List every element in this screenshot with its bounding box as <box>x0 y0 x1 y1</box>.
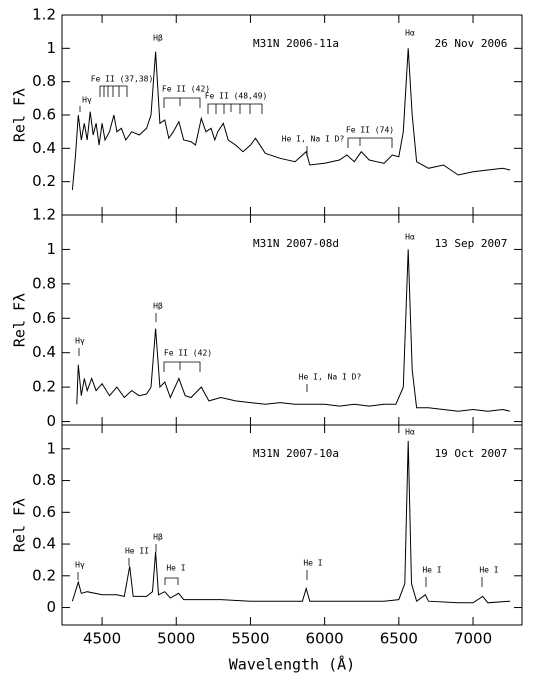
line-label: Fe II (37,38) <box>91 75 154 84</box>
line-label: He I <box>422 566 441 575</box>
y-tick-label: 1 <box>46 39 56 57</box>
y-axis-label: Rel Fλ <box>11 498 29 552</box>
y-tick-label: 0.4 <box>32 139 56 157</box>
y-tick-label: 1 <box>46 240 56 258</box>
line-marker <box>163 361 201 372</box>
line-label: Hγ <box>75 337 85 346</box>
line-label: He I, Na I D? <box>282 135 345 144</box>
y-tick-label: 1.2 <box>32 6 56 24</box>
x-tick-label: 5000 <box>157 630 195 648</box>
y-tick-label: 0.8 <box>32 72 56 90</box>
spectrum-line <box>76 249 511 412</box>
line-label: Hβ <box>153 533 163 542</box>
line-label: Fe II (42) <box>162 85 210 94</box>
y-tick-label: 0.8 <box>32 274 56 292</box>
line-label: He II <box>125 547 149 556</box>
y-tick-label: 0.6 <box>32 503 56 521</box>
line-label: Fe II (42) <box>164 349 212 358</box>
y-tick-label: 0.6 <box>32 309 56 327</box>
y-tick-label: 0 <box>46 412 56 430</box>
panel-title: M31N 2006-11a <box>253 37 339 50</box>
line-marker <box>207 103 263 114</box>
line-label: He I <box>303 559 322 568</box>
line-label: Hβ <box>153 302 163 311</box>
spectrum-line <box>71 440 511 604</box>
line-marker <box>99 85 128 97</box>
line-label: Hγ <box>82 96 92 105</box>
y-tick-label: 0 <box>46 598 56 616</box>
x-tick-label: 5500 <box>231 630 269 648</box>
line-label: Hβ <box>153 34 163 43</box>
line-label: He I <box>479 566 498 575</box>
line-marker <box>164 577 179 585</box>
line-label: Hα <box>405 233 415 242</box>
spectrum-line <box>71 48 511 191</box>
y-tick-label: 0.4 <box>32 343 56 361</box>
line-label: Fe II (48,49) <box>205 92 268 101</box>
x-tick-label: 6500 <box>380 630 418 648</box>
line-marker <box>163 97 201 108</box>
panel-title: M31N 2007-10a <box>253 447 339 460</box>
panel-date: 26 Nov 2006 <box>435 37 508 50</box>
panel-date: 19 Oct 2007 <box>435 447 508 460</box>
x-tick-label: 4500 <box>83 630 121 648</box>
y-axis-label: Rel Fλ <box>11 88 29 142</box>
panel-frame <box>61 424 523 626</box>
line-label: He I, Na I D? <box>299 373 362 382</box>
y-tick-label: 1 <box>46 439 56 457</box>
x-axis-label: Wavelength (Å) <box>229 655 355 674</box>
line-marker <box>347 137 393 148</box>
line-label: Hγ <box>75 561 85 570</box>
line-label: Fe II (74) <box>346 126 394 135</box>
y-tick-label: 0.6 <box>32 106 56 124</box>
y-tick-label: 0.4 <box>32 535 56 553</box>
y-axis-label: Rel Fλ <box>11 293 29 347</box>
x-tick-label: 7000 <box>454 630 492 648</box>
line-label: He I <box>166 564 185 573</box>
line-label: Hα <box>405 428 415 437</box>
x-tick-label: 6000 <box>306 630 344 648</box>
y-tick-label: 0.2 <box>32 378 56 396</box>
y-tick-label: 0.2 <box>32 172 56 190</box>
panel-date: 13 Sep 2007 <box>435 237 508 250</box>
line-label: Hα <box>405 29 415 38</box>
panel-title: M31N 2007-08d <box>253 237 339 250</box>
y-tick-label: 1.2 <box>32 206 56 224</box>
y-tick-label: 0.2 <box>32 566 56 584</box>
y-tick-label: 0.8 <box>32 471 56 489</box>
